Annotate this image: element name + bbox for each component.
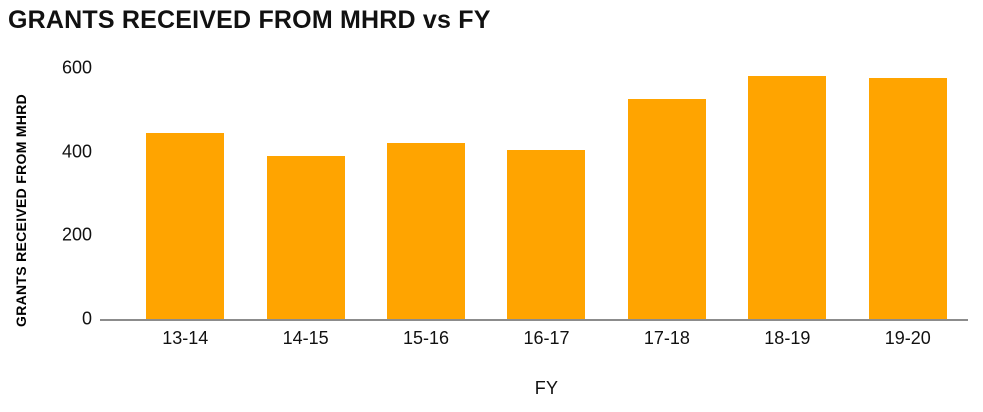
x-tick-label: 16-17: [523, 328, 570, 348]
x-tick-label: 19-20: [884, 328, 931, 348]
bar-slot: [245, 68, 365, 319]
y-axis-title: GRANTS RECEIVED FROM MHRD: [13, 93, 29, 327]
x-tick-label: 14-15: [282, 328, 329, 348]
y-tick-label: 600: [61, 57, 92, 78]
bar-slot: [125, 68, 245, 319]
x-axis-line: [100, 319, 968, 321]
bar: [868, 78, 947, 319]
x-axis-title: FY: [534, 378, 559, 398]
x-tick-label: 17-18: [643, 328, 690, 348]
chart-title: GRANTS RECEIVED FROM MHRD vs FY: [8, 6, 491, 34]
bar: [507, 149, 586, 319]
x-axis-tick-labels: 13-14 14-15 15-16 16-17 17-18 18-19 19-20: [125, 328, 968, 349]
y-axis-ticks: 0 200 400 600: [30, 58, 96, 329]
x-tick-label: 18-19: [764, 328, 811, 348]
bar: [387, 143, 466, 319]
bar: [266, 155, 345, 319]
y-tick-label: 200: [61, 224, 92, 245]
bar-slot: [727, 68, 847, 319]
bar: [748, 76, 827, 319]
bar-slot: [607, 68, 727, 319]
bar-slot: [848, 68, 968, 319]
bar-slot: [366, 68, 486, 319]
bar-slot: [486, 68, 606, 319]
x-tick-label: 13-14: [162, 328, 209, 348]
plot-area: [125, 68, 968, 319]
y-tick-label: 400: [61, 141, 92, 162]
bar: [146, 132, 225, 319]
bar: [627, 99, 706, 319]
x-tick-label: 15-16: [403, 328, 450, 348]
y-tick-label: 0: [81, 308, 92, 329]
